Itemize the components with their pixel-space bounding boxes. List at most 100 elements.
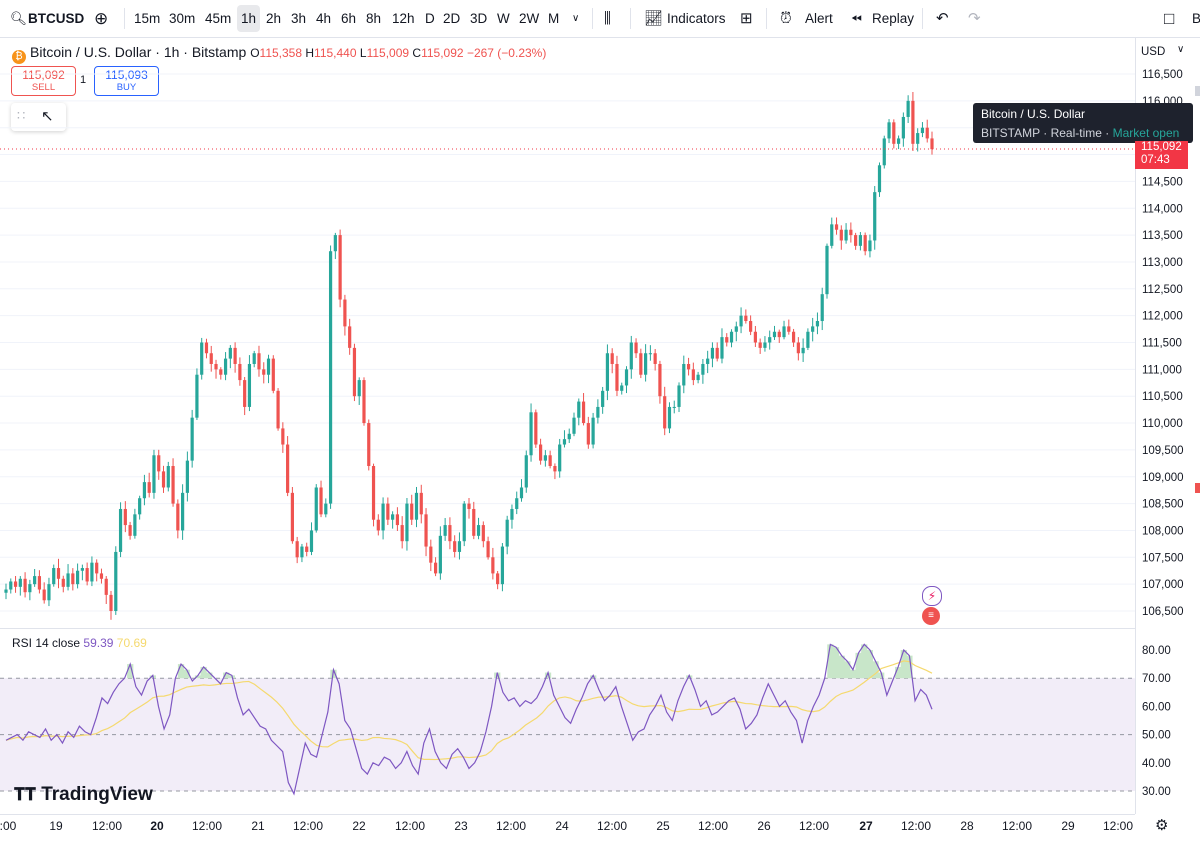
- candles-icon[interactable]: ⫼: [604, 10, 611, 27]
- candle-body: [854, 235, 858, 246]
- close-label: C: [412, 46, 422, 60]
- interval-button-1h[interactable]: 1h: [237, 5, 261, 32]
- lightning-icon[interactable]: ⚡︎: [922, 586, 942, 606]
- alert-button[interactable]: Alert: [805, 11, 833, 26]
- tooltip-feed: Real-time: [1050, 126, 1102, 140]
- candle-body: [620, 385, 624, 391]
- candle-body: [448, 525, 452, 542]
- buy-price: 115,093: [105, 68, 148, 82]
- tradingview-logo: 𝐓𝐓 TradingView: [14, 784, 153, 806]
- undo-icon[interactable]: ↶: [936, 10, 949, 27]
- interval-button-12h[interactable]: 12h: [392, 11, 415, 26]
- candle-body: [491, 557, 495, 574]
- candle-body: [887, 122, 891, 139]
- rsi-value: 59.39: [83, 636, 114, 650]
- axis-marker: [1195, 86, 1200, 96]
- symbol-search[interactable]: BTCUSD: [28, 11, 85, 26]
- pane-separator[interactable]: [0, 628, 1135, 629]
- drawing-toolbar[interactable]: ∷ ↖: [11, 103, 66, 131]
- currency-label[interactable]: USD: [1141, 46, 1166, 58]
- candle-body: [877, 165, 882, 193]
- interval-button-2h[interactable]: 2h: [266, 11, 282, 26]
- candle-body: [691, 369, 695, 381]
- interval-button-6h[interactable]: 6h: [341, 11, 357, 26]
- candle-body: [729, 331, 734, 343]
- low-value: 115,009: [366, 46, 410, 60]
- interval-button-8h[interactable]: 8h: [366, 11, 382, 26]
- brand-name: TradingView: [41, 784, 153, 805]
- indicators-icon[interactable]: 📈︎: [644, 10, 664, 27]
- sell-label: SELL: [31, 82, 56, 93]
- candle-body: [534, 412, 538, 445]
- indicators-button[interactable]: Indicators: [667, 11, 726, 26]
- candle-body: [653, 353, 657, 364]
- candle-body: [892, 122, 896, 144]
- fullscreen-icon[interactable]: □: [1164, 9, 1175, 28]
- cursor-icon[interactable]: ↖: [41, 108, 54, 125]
- candle-body: [18, 578, 22, 587]
- candle-body: [839, 229, 843, 241]
- candle-body: [768, 337, 772, 343]
- alarm-clock-icon[interactable]: ⏰︎: [780, 10, 792, 27]
- interval-button-2W[interactable]: 2W: [519, 11, 540, 26]
- candle-body: [33, 576, 37, 585]
- time-axis-border: [0, 814, 1135, 815]
- candle-body: [371, 466, 376, 520]
- layouts-icon[interactable]: ⊞: [740, 10, 753, 27]
- chevron-down-icon[interactable]: ∨: [1177, 44, 1185, 55]
- order-quantity[interactable]: 1: [80, 74, 87, 86]
- candle-body: [920, 127, 925, 134]
- rsi-legend[interactable]: RSI 14 close 59.39 70.69: [12, 636, 147, 650]
- candle-body: [601, 390, 605, 407]
- candle-body: [844, 229, 848, 241]
- candle-body: [744, 315, 748, 322]
- gear-icon[interactable]: ⚙︎: [1155, 817, 1169, 834]
- rewind-icon[interactable]: ⏪︎: [851, 11, 862, 26]
- drag-handle-icon[interactable]: ∷: [17, 108, 26, 123]
- candle-body: [114, 551, 118, 611]
- buy-button[interactable]: 115,093 BUY: [94, 66, 159, 96]
- candle-body: [157, 455, 161, 472]
- rsi-tick-label: 60.00: [1142, 701, 1171, 713]
- tooltip-status: Market open: [1112, 126, 1180, 140]
- replay-button[interactable]: Replay: [872, 11, 915, 26]
- candle-body: [868, 240, 872, 252]
- candle-body: [505, 519, 509, 547]
- interval-button-2D[interactable]: 2D: [443, 11, 461, 26]
- interval-button-45m[interactable]: 45m: [205, 11, 232, 26]
- time-tick-label: 21: [251, 819, 265, 833]
- interval-button-30m[interactable]: 30m: [169, 11, 196, 26]
- candle-body: [562, 439, 567, 445]
- interval-button-M[interactable]: M: [548, 11, 560, 26]
- us-flag-icon[interactable]: ≡: [922, 607, 940, 625]
- candle-body: [28, 584, 32, 593]
- chevron-down-icon[interactable]: ∨: [572, 13, 580, 24]
- candle-body: [682, 363, 686, 386]
- redo-icon[interactable]: ↷: [968, 10, 981, 27]
- candle-body: [252, 353, 256, 364]
- candlestick-series: [0, 92, 1135, 620]
- candle-body: [52, 568, 56, 585]
- interval-button-15m[interactable]: 15m: [134, 11, 161, 26]
- toolbar-divider: [922, 8, 923, 29]
- search-icon[interactable]: 🔍︎: [10, 11, 28, 26]
- candle-body: [796, 342, 800, 354]
- candle-body: [758, 342, 762, 348]
- candle-body: [419, 492, 423, 515]
- edge-button[interactable]: B: [1192, 11, 1200, 26]
- symbol-title[interactable]: Bitcoin / U.S. Dollar · 1h · Bitstamp: [30, 44, 247, 60]
- candle-body: [195, 374, 199, 418]
- sell-button[interactable]: 115,092 SELL: [11, 66, 76, 96]
- interval-button-3D[interactable]: 3D: [470, 11, 488, 26]
- bitcoin-icon: ₿: [12, 50, 26, 64]
- interval-button-4h[interactable]: 4h: [316, 11, 332, 26]
- interval-button-W[interactable]: W: [497, 11, 510, 26]
- candle-body: [500, 546, 505, 585]
- candle-body: [257, 353, 261, 370]
- candle-body: [519, 487, 524, 499]
- candle-body: [739, 315, 743, 327]
- add-symbol-icon[interactable]: ⊕: [94, 9, 109, 28]
- interval-button-D[interactable]: D: [425, 11, 435, 26]
- interval-button-3h[interactable]: 3h: [291, 11, 307, 26]
